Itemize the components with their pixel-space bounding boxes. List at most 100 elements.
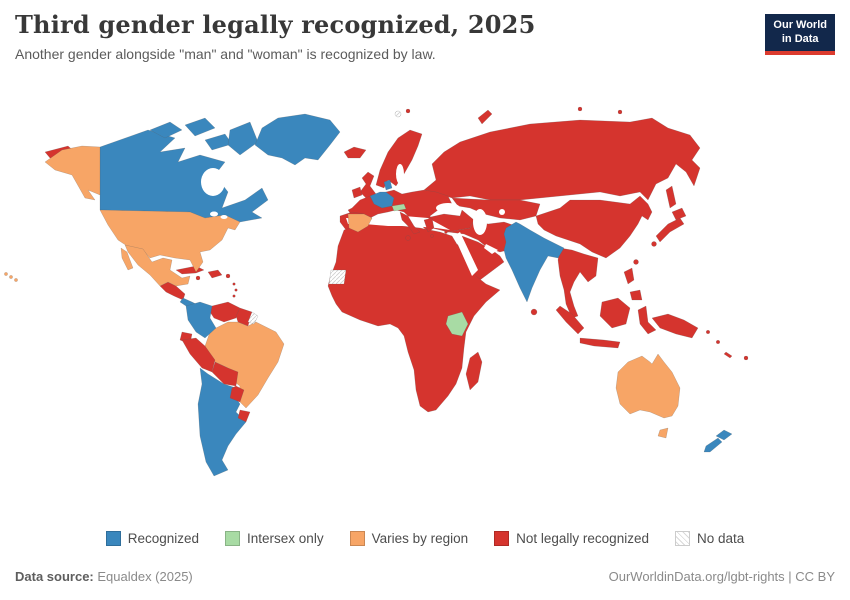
- map-region-fiji[interactable]: [743, 355, 749, 361]
- map-region-svalbard-east[interactable]: [405, 108, 411, 114]
- map-region-cyprus[interactable]: [444, 230, 448, 234]
- map-region-germany-netherlands[interactable]: [369, 191, 395, 209]
- great-lakes: [210, 211, 218, 217]
- map-region-baja[interactable]: [120, 247, 134, 271]
- credit-link[interactable]: OurWorldinData.org/lgbt-rights | CC BY: [608, 569, 835, 584]
- map-region-greece[interactable]: [423, 217, 435, 233]
- legend-swatch-recognized: [105, 531, 121, 546]
- map-region-kyushu[interactable]: [651, 241, 657, 247]
- map-region-austria[interactable]: [391, 203, 407, 212]
- map-region-colombia[interactable]: [185, 301, 217, 339]
- map-region-vanuatu[interactable]: [715, 339, 721, 345]
- map-region-arctic-islands[interactable]: [149, 121, 183, 139]
- legend-item-not-recognized[interactable]: Not legally recognized: [494, 531, 649, 546]
- map-region-honshu[interactable]: [655, 217, 685, 243]
- map-region-greenland[interactable]: [254, 113, 341, 166]
- legend-label-varies: Varies by region: [371, 531, 469, 546]
- legend-item-intersex-only[interactable]: Intersex only: [225, 531, 324, 546]
- map-region-central-america[interactable]: [159, 281, 186, 301]
- map-region-arctic-islands[interactable]: [204, 133, 233, 151]
- map-region-hawaii[interactable]: [9, 275, 13, 279]
- legend-swatch-not-recognized: [494, 531, 510, 546]
- data-source-label: Data source:: [15, 569, 94, 584]
- legend-label-recognized: Recognized: [127, 531, 200, 546]
- map-region-arctic-island[interactable]: [617, 109, 623, 115]
- map-region-alaska[interactable]: [44, 145, 101, 201]
- map-region-hispaniola[interactable]: [207, 269, 223, 279]
- map-region-new-guinea[interactable]: [651, 313, 699, 339]
- map-region-western-sahara[interactable]: [328, 269, 347, 285]
- persian-gulf: [484, 244, 498, 254]
- map-region-russia[interactable]: [423, 117, 701, 201]
- world-map: [4, 106, 749, 477]
- map-region-guyanas[interactable]: [235, 307, 253, 327]
- legend-swatch-no-data: [674, 531, 690, 546]
- map-region-uk[interactable]: [359, 171, 377, 199]
- map-region-mindanao[interactable]: [629, 289, 643, 301]
- map-region-antilles[interactable]: [232, 282, 236, 286]
- map-region-uruguay[interactable]: [237, 409, 251, 423]
- map-region-svalbard[interactable]: [394, 110, 402, 118]
- map-region-australia[interactable]: [615, 353, 681, 419]
- map-region-taiwan[interactable]: [633, 259, 639, 265]
- chart-title: Third gender legally recognized, 2025: [15, 10, 536, 39]
- map-region-crete[interactable]: [430, 234, 434, 238]
- map-region-sakhalin[interactable]: [665, 185, 677, 209]
- map-region-java[interactable]: [579, 337, 621, 349]
- map-region-arctic-islands[interactable]: [184, 117, 216, 137]
- owid-logo-line2: in Data: [781, 32, 819, 45]
- legend-label-no-data: No data: [696, 531, 745, 546]
- legend-item-varies[interactable]: Varies by region: [349, 531, 469, 546]
- map-region-sri-lanka[interactable]: [530, 308, 538, 316]
- legend-label-intersex-only: Intersex only: [247, 531, 324, 546]
- map-region-antilles[interactable]: [232, 294, 236, 298]
- map-region-south-asia[interactable]: [503, 221, 565, 303]
- map-region-hawaii[interactable]: [4, 272, 8, 276]
- map-region-french-guiana[interactable]: [247, 311, 259, 325]
- baltic-sea: [396, 164, 404, 184]
- map-region-madagascar[interactable]: [465, 351, 483, 391]
- map-region-sulawesi[interactable]: [637, 305, 657, 335]
- map-region-sumatra[interactable]: [555, 305, 585, 335]
- map-region-sicily[interactable]: [405, 235, 411, 241]
- map-region-jamaica[interactable]: [195, 275, 201, 281]
- map-region-scandinavia[interactable]: [375, 129, 423, 189]
- map-region-new-caledonia[interactable]: [723, 351, 733, 359]
- chart-footer: Data source: Equaldex (2025) OurWorldinD…: [15, 569, 835, 584]
- legend-label-not-recognized: Not legally recognized: [516, 531, 649, 546]
- map-region-peru[interactable]: [181, 337, 216, 373]
- map-region-kenya[interactable]: [445, 311, 469, 337]
- map-region-hokkaido[interactable]: [671, 207, 687, 221]
- map-region-spain[interactable]: [347, 213, 373, 233]
- map-region-nz-north[interactable]: [715, 429, 733, 441]
- legend-item-recognized[interactable]: Recognized: [105, 531, 200, 546]
- mediterranean-sea: [346, 216, 450, 230]
- map-region-central-asia[interactable]: [451, 197, 541, 221]
- legend-swatch-intersex-only: [225, 531, 241, 546]
- map-region-borneo[interactable]: [599, 297, 631, 329]
- map-region-africa[interactable]: [327, 217, 501, 413]
- legend-item-no-data[interactable]: No data: [674, 531, 745, 546]
- map-region-paraguay[interactable]: [229, 385, 245, 403]
- map-region-tasmania[interactable]: [657, 427, 669, 439]
- map-region-mexico[interactable]: [124, 244, 191, 287]
- map-region-arctic-island[interactable]: [577, 106, 583, 112]
- owid-logo[interactable]: Our World in Data: [765, 14, 835, 55]
- map-region-luzon[interactable]: [623, 267, 635, 285]
- map-region-hawaii[interactable]: [14, 278, 18, 282]
- map-region-novaya-zemlya[interactable]: [477, 109, 493, 125]
- map-region-baffin[interactable]: [227, 121, 259, 156]
- map-region-antilles[interactable]: [234, 288, 238, 292]
- map-region-indochina[interactable]: [557, 247, 599, 319]
- map-region-ireland[interactable]: [351, 186, 363, 199]
- map-region-venezuela[interactable]: [209, 301, 241, 323]
- map-region-china[interactable]: [535, 195, 653, 259]
- map-region-nz-south[interactable]: [703, 437, 723, 453]
- map-region-cuba[interactable]: [175, 265, 205, 275]
- map-region-solomons[interactable]: [705, 329, 711, 335]
- map-legend: Recognized Intersex only Varies by regio…: [0, 531, 850, 546]
- map-region-denmark[interactable]: [383, 179, 393, 191]
- map-region-puerto-rico[interactable]: [225, 273, 231, 279]
- map-region-italy[interactable]: [399, 211, 421, 235]
- map-region-iceland[interactable]: [343, 146, 367, 159]
